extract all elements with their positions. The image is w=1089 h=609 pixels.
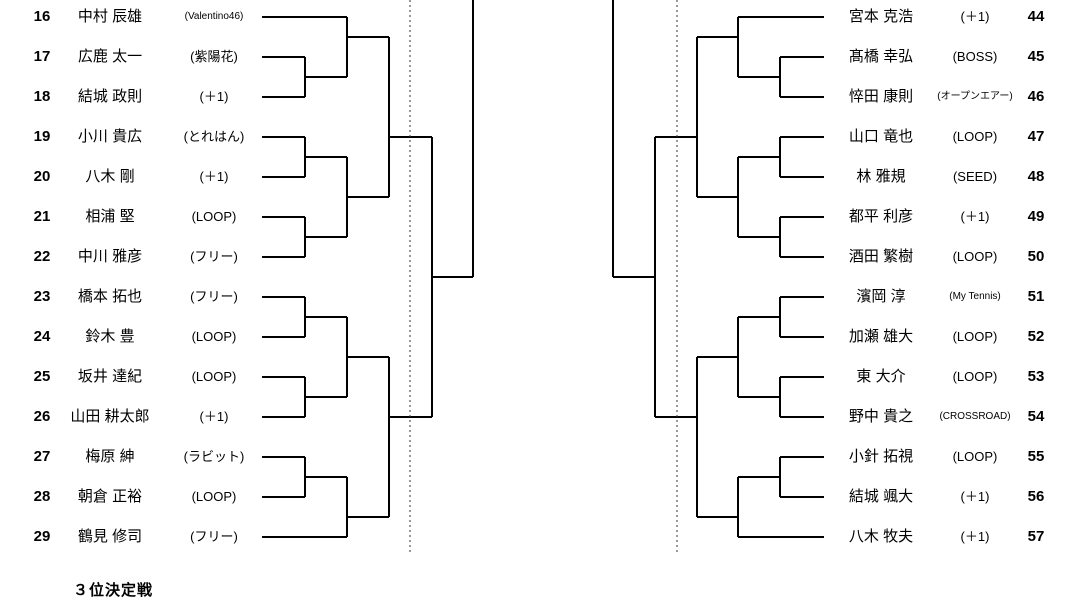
player-club: (LOOP): [952, 449, 998, 464]
player-name: 都平 利彦: [848, 208, 914, 225]
player-name: 広鹿 太一: [77, 48, 143, 65]
seed-number: 52: [1027, 328, 1045, 345]
seed-number: 56: [1027, 488, 1045, 505]
player-name: 結城 颯大: [848, 488, 914, 505]
seed-number: 23: [33, 288, 51, 305]
seed-number: 16: [33, 8, 51, 25]
player-name: 結城 政則: [77, 88, 143, 105]
player-name: 林 雅規: [856, 168, 906, 185]
player-club: (LOOP): [952, 329, 998, 344]
player-club: (オープンエアー): [937, 91, 1013, 102]
player-club: (My Tennis): [949, 291, 1001, 302]
player-name: 相浦 堅: [85, 208, 135, 225]
player-club: (＋1): [199, 409, 229, 424]
seed-number: 44: [1027, 8, 1045, 25]
player-club: (LOOP): [952, 249, 998, 264]
seed-number: 46: [1027, 88, 1045, 105]
player-name: 宮本 克浩: [848, 8, 914, 25]
player-name: 坂井 達紀: [77, 368, 143, 385]
seed-number: 27: [33, 448, 51, 465]
player-name: 中村 辰雄: [77, 8, 143, 25]
player-name: 悴田 康則: [848, 88, 914, 105]
player-name: 山口 竜也: [848, 128, 914, 145]
player-club: (LOOP): [191, 209, 237, 224]
seed-number: 57: [1027, 528, 1045, 545]
player-club: (Valentino46): [184, 11, 244, 22]
player-club: (＋1): [960, 9, 990, 24]
player-club: (＋1): [960, 489, 990, 504]
third-place-match-label: ３位決定戦: [73, 582, 154, 599]
seed-number: 25: [33, 368, 51, 385]
player-name: 東 大介: [856, 368, 906, 385]
seed-number: 48: [1027, 168, 1045, 185]
player-name: 鈴木 豊: [85, 328, 135, 345]
player-club: (＋1): [960, 209, 990, 224]
player-club: (フリー): [190, 289, 238, 304]
player-name: 小針 拓視: [848, 448, 914, 465]
seed-number: 21: [33, 208, 51, 225]
player-name: 小川 貴広: [77, 128, 143, 145]
seed-number: 28: [33, 488, 51, 505]
seed-number: 45: [1027, 48, 1045, 65]
player-club: (LOOP): [191, 489, 237, 504]
player-club: (＋1): [199, 89, 229, 104]
player-club: (フリー): [190, 249, 238, 264]
player-club: (SEED): [952, 169, 998, 184]
player-name: 鶴見 修司: [77, 528, 143, 545]
seed-number: 19: [33, 128, 51, 145]
player-name: 髙橋 幸弘: [848, 48, 914, 65]
player-club: (CROSSROAD): [939, 411, 1011, 422]
player-club: (フリー): [190, 529, 238, 544]
player-name: 野中 貴之: [848, 408, 914, 425]
seed-number: 29: [33, 528, 51, 545]
player-club: (LOOP): [952, 369, 998, 384]
seed-number: 18: [33, 88, 51, 105]
player-name: 梅原 紳: [85, 448, 135, 465]
player-name: 山田 耕太郎: [70, 408, 150, 425]
player-name: 朝倉 正裕: [77, 488, 143, 505]
player-name: 酒田 繁樹: [848, 248, 914, 265]
player-name: 濱岡 淳: [856, 288, 906, 305]
seed-number: 51: [1027, 288, 1045, 305]
seed-number: 53: [1027, 368, 1045, 385]
player-name: 八木 剛: [85, 168, 135, 185]
seed-number: 24: [33, 328, 51, 345]
player-club: (ラビット): [183, 449, 245, 464]
player-club: (＋1): [199, 169, 229, 184]
seed-number: 26: [33, 408, 51, 425]
seed-number: 17: [33, 48, 51, 65]
seed-number: 54: [1027, 408, 1045, 425]
seed-number: 55: [1027, 448, 1045, 465]
player-club: (紫陽花): [190, 49, 238, 64]
seed-number: 47: [1027, 128, 1045, 145]
player-club: (LOOP): [191, 329, 237, 344]
player-name: 八木 牧夫: [848, 528, 914, 545]
seed-number: 50: [1027, 248, 1045, 265]
seed-number: 22: [33, 248, 51, 265]
player-name: 加瀬 雄大: [848, 328, 914, 345]
seed-number: 20: [33, 168, 51, 185]
player-club: (とれはん): [183, 129, 245, 144]
player-club: (LOOP): [952, 129, 998, 144]
seed-number: 49: [1027, 208, 1045, 225]
player-club: (＋1): [960, 529, 990, 544]
player-club: (LOOP): [191, 369, 237, 384]
player-name: 中川 雅彦: [77, 248, 143, 265]
player-club: (BOSS): [952, 49, 998, 64]
player-name: 橋本 拓也: [77, 288, 143, 305]
